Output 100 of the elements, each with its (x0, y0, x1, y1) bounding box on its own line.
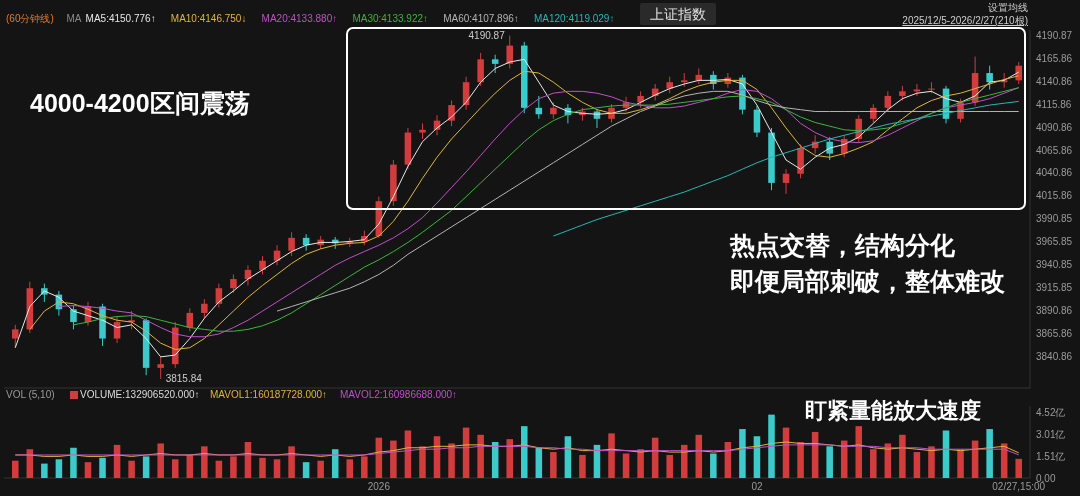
bar (12, 460, 19, 478)
bar (928, 446, 935, 478)
bar (506, 439, 513, 478)
text: MAVOL2:160986688.000↑ (340, 388, 458, 400)
text: MA20:4133.880↑ (261, 12, 338, 24)
bar (986, 429, 993, 478)
bar (230, 456, 237, 478)
bar (768, 414, 775, 478)
y-tick-label: 4090.86 (1036, 121, 1073, 133)
x-tick-label: 02/27,15:00 (992, 481, 1046, 492)
annotation: 盯紧量能放大速度 (805, 398, 981, 423)
text: MA5:4150.776↑ (85, 12, 156, 24)
y-tick-label: 3865.86 (1036, 327, 1073, 339)
bar (942, 430, 950, 478)
bar (302, 462, 310, 478)
candlestick (477, 52, 484, 87)
bar (99, 457, 106, 478)
bar (55, 459, 63, 478)
bar (41, 463, 48, 478)
y-tick-label: 3965.85 (1036, 236, 1073, 248)
y-tick-label: 4190.87 (1036, 30, 1073, 42)
text: MA60:4107.896↑ (443, 12, 519, 24)
bar (855, 426, 863, 478)
candlestick (986, 65, 993, 91)
bar (870, 449, 877, 478)
y-tick-label: 4040.86 (1036, 167, 1073, 179)
bar (550, 452, 557, 478)
bar (317, 460, 324, 478)
bar (1015, 458, 1022, 478)
candlestick (201, 298, 208, 319)
bar (142, 456, 150, 478)
text: MA (66, 12, 82, 24)
bar (259, 457, 266, 478)
bar (913, 452, 921, 478)
bar (637, 449, 644, 478)
candlestick (259, 255, 266, 275)
bar (84, 462, 92, 478)
x-tick-label: 2026 (367, 481, 391, 492)
annotation: 4190.87 (468, 29, 506, 41)
text: MA10:4146.750↓ (170, 12, 247, 24)
bar (666, 454, 673, 478)
y-tick-label: 3890.86 (1036, 304, 1073, 316)
bar (390, 440, 397, 478)
annotation: 4000-4200区间震荡 (30, 89, 250, 117)
y-tick-label: 4.52亿 (1036, 407, 1066, 419)
text: 2025/12/5-2026/2/27(210根) (902, 15, 1028, 26)
bar (215, 460, 223, 478)
y-tick-label: 4140.86 (1036, 75, 1073, 87)
y-tick-label: 4065.86 (1036, 144, 1073, 156)
y-tick-label: 0.00 (1036, 472, 1056, 484)
bar (579, 454, 586, 478)
bar (419, 446, 426, 478)
y-tick-label: 4165.86 (1036, 53, 1073, 65)
text: MAVOL1:160187728.000↑ (210, 388, 328, 400)
bar (273, 459, 281, 478)
bar (797, 442, 804, 478)
line-series (276, 90, 1020, 312)
y-tick-label: 3940.85 (1036, 259, 1073, 271)
text: 设置均线 (988, 2, 1028, 13)
annotation: 3815.84 (165, 372, 203, 384)
bar (346, 459, 354, 478)
candlestick (288, 231, 295, 257)
legend-label: VOLUME:132906520.000↑ (80, 388, 200, 400)
candlestick (157, 356, 164, 380)
annotation: 即便局部刺破，整体难改 (730, 267, 1005, 295)
chart-title: 上证指数 (650, 6, 706, 22)
text: MA120:4119.029↑ (534, 12, 615, 24)
candlestick (448, 100, 455, 127)
text: VOL (5,10) (6, 388, 55, 400)
bar (171, 459, 179, 478)
bar (680, 444, 688, 478)
y-tick-label: 3915.85 (1036, 281, 1073, 293)
y-tick-label: 3.01亿 (1036, 429, 1066, 441)
bar (288, 446, 295, 478)
candlestick (230, 273, 237, 294)
text: MA30:4133.922↑ (352, 12, 429, 24)
candlestick (753, 105, 761, 138)
bar (70, 447, 77, 478)
bar (622, 453, 630, 478)
y-tick-label: 3990.85 (1036, 213, 1073, 225)
bar (477, 434, 484, 478)
bar (448, 443, 455, 478)
bar (608, 433, 615, 478)
bar (535, 447, 543, 478)
bar (957, 449, 964, 478)
text: (60分钟线) (6, 12, 54, 24)
y-tick-label: 4115.86 (1036, 98, 1072, 110)
bar (128, 460, 135, 478)
bar (521, 426, 528, 478)
annotation: 热点交替，结构分化 (729, 231, 956, 259)
y-tick-label: 4015.86 (1036, 190, 1073, 202)
candlestick (782, 168, 790, 195)
bar (899, 434, 906, 478)
candlestick (870, 103, 877, 123)
bar (201, 446, 208, 478)
candlestick (506, 35, 513, 69)
candlestick (491, 54, 499, 74)
bar (361, 456, 368, 478)
bar (739, 429, 746, 478)
bar (157, 443, 164, 478)
